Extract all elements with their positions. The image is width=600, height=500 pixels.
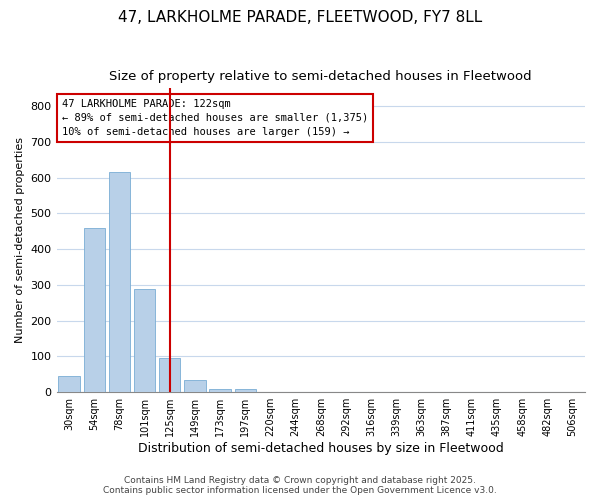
Bar: [109, 172, 130, 392]
Text: Contains HM Land Registry data © Crown copyright and database right 2025.
Contai: Contains HM Land Registry data © Crown c…: [103, 476, 497, 495]
Bar: [83, 228, 105, 392]
Bar: [184, 380, 206, 392]
X-axis label: Distribution of semi-detached houses by size in Fleetwood: Distribution of semi-detached houses by …: [138, 442, 503, 455]
Y-axis label: Number of semi-detached properties: Number of semi-detached properties: [15, 138, 25, 344]
Bar: [134, 288, 155, 392]
Text: 47, LARKHOLME PARADE, FLEETWOOD, FY7 8LL: 47, LARKHOLME PARADE, FLEETWOOD, FY7 8LL: [118, 10, 482, 25]
Text: 47 LARKHOLME PARADE: 122sqm
← 89% of semi-detached houses are smaller (1,375)
10: 47 LARKHOLME PARADE: 122sqm ← 89% of sem…: [62, 99, 368, 137]
Bar: [58, 376, 80, 392]
Bar: [235, 388, 256, 392]
Bar: [209, 388, 231, 392]
Title: Size of property relative to semi-detached houses in Fleetwood: Size of property relative to semi-detach…: [109, 70, 532, 83]
Bar: [159, 358, 181, 392]
